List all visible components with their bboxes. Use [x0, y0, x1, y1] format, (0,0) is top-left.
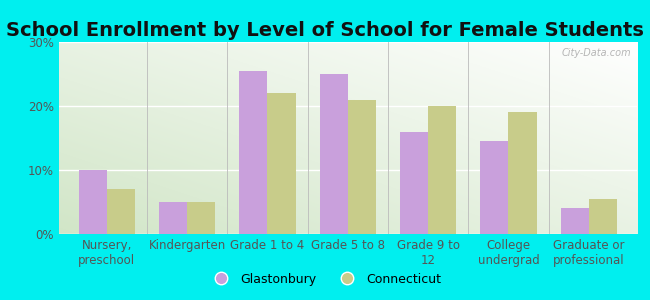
Bar: [79, 170, 107, 234]
Bar: [107, 189, 135, 234]
Text: City-Data.com: City-Data.com: [562, 48, 631, 58]
Bar: [400, 132, 428, 234]
Bar: [267, 93, 296, 234]
Bar: [239, 71, 267, 234]
Text: School Enrollment by Level of School for Female Students: School Enrollment by Level of School for…: [6, 21, 644, 40]
Legend: Glastonbury, Connecticut: Glastonbury, Connecticut: [204, 268, 446, 291]
Bar: [187, 202, 215, 234]
Bar: [480, 141, 508, 234]
Bar: [348, 100, 376, 234]
Bar: [589, 199, 617, 234]
Bar: [561, 208, 589, 234]
Bar: [320, 74, 348, 234]
Bar: [159, 202, 187, 234]
Bar: [508, 112, 536, 234]
Bar: [428, 106, 456, 234]
